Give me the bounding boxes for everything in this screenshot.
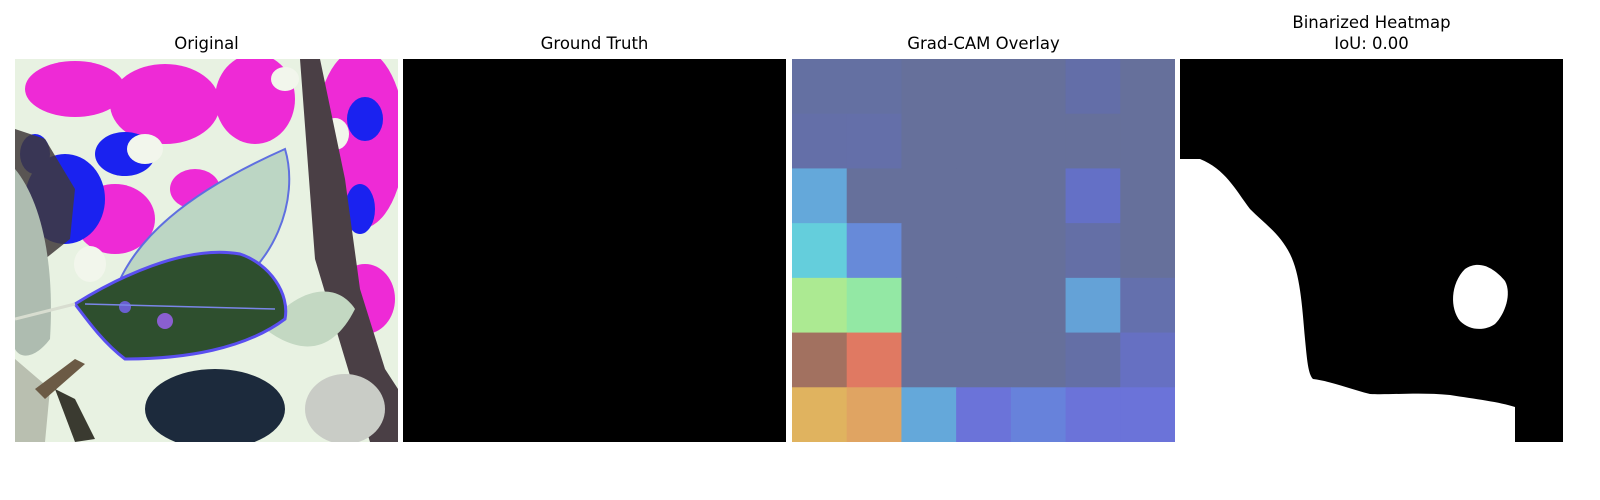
- original-leaf-image: [15, 59, 398, 442]
- gradcam-cell: [846, 387, 903, 442]
- ground-truth-mask: [403, 59, 786, 442]
- panel-title: Original: [174, 34, 239, 53]
- panel-title: Binarized Heatmap IoU: 0.00: [1180, 12, 1563, 54]
- panel-gradcam-overlay: Grad-CAM Overlay: [792, 0, 1175, 500]
- gradcam-cell: [1120, 387, 1175, 442]
- gradcam-cell: [792, 113, 848, 170]
- gradcam-cell: [846, 113, 903, 170]
- gradcam-cell: [1065, 168, 1121, 224]
- gradcam-cell: [1120, 223, 1175, 279]
- gradcam-cell: [901, 387, 957, 442]
- gradcam-cell: [956, 277, 1012, 334]
- panel-original: Original: [15, 0, 398, 500]
- gradcam-cell: [846, 223, 903, 279]
- gradcam-cell: [846, 168, 903, 224]
- gradcam-cell: [1065, 277, 1121, 334]
- gradcam-cell: [1010, 332, 1067, 388]
- iou-score: IoU: 0.00: [1334, 34, 1409, 53]
- panel-title: Grad-CAM Overlay: [907, 34, 1060, 53]
- gradcam-cell: [901, 59, 957, 115]
- gradcam-cell: [1010, 277, 1067, 334]
- panel-title-text: Binarized Heatmap: [1292, 13, 1451, 32]
- gradcam-cell: [1120, 59, 1175, 115]
- gradcam-cell: [1065, 332, 1121, 388]
- gradcam-cell: [956, 168, 1012, 224]
- gradcam-cell: [1120, 332, 1175, 388]
- gradcam-cell: [792, 387, 848, 442]
- gradcam-cell: [901, 113, 957, 170]
- gradcam-cell: [1010, 168, 1067, 224]
- gradcam-cell: [792, 168, 848, 224]
- panel-title: Ground Truth: [540, 34, 649, 53]
- gradcam-cell: [1120, 277, 1175, 334]
- gradcam-cell: [956, 223, 1012, 279]
- gradcam-cell: [1010, 223, 1067, 279]
- gradcam-cell: [1120, 168, 1175, 224]
- gradcam-cell: [956, 387, 1012, 442]
- gradcam-cell: [956, 59, 1012, 115]
- gradcam-cell: [901, 168, 957, 224]
- heatmap-region-right: [1453, 264, 1508, 329]
- binarized-heatmap-mask: [1180, 59, 1563, 442]
- gradcam-cell: [792, 223, 848, 279]
- gradcam-heatmap-overlay: [792, 59, 1175, 442]
- gradcam-cell: [1065, 113, 1121, 170]
- gradcam-cell: [846, 59, 903, 115]
- gradcam-cell: [901, 332, 957, 388]
- gradcam-cell: [792, 59, 848, 115]
- gradcam-cell: [1120, 113, 1175, 170]
- gradcam-cell: [1010, 59, 1067, 115]
- panel-ground-truth: Ground Truth: [403, 0, 786, 500]
- gradcam-cell: [956, 332, 1012, 388]
- gradcam-cell: [901, 277, 957, 334]
- heatmap-region-left: [1180, 159, 1515, 442]
- gradcam-cell: [1065, 223, 1121, 279]
- panel-binarized-heatmap: Binarized Heatmap IoU: 0.00: [1180, 0, 1563, 500]
- gradcam-cell: [1065, 387, 1121, 442]
- gradcam-cell: [1010, 113, 1067, 170]
- gradcam-cell: [901, 223, 957, 279]
- gradcam-cell: [1065, 59, 1121, 115]
- gradcam-cell: [792, 277, 848, 334]
- gradcam-cell: [846, 277, 903, 334]
- gradcam-cell: [1010, 387, 1067, 442]
- gradcam-cell: [792, 332, 848, 388]
- gradcam-cell: [956, 113, 1012, 170]
- gradcam-cell: [846, 332, 903, 388]
